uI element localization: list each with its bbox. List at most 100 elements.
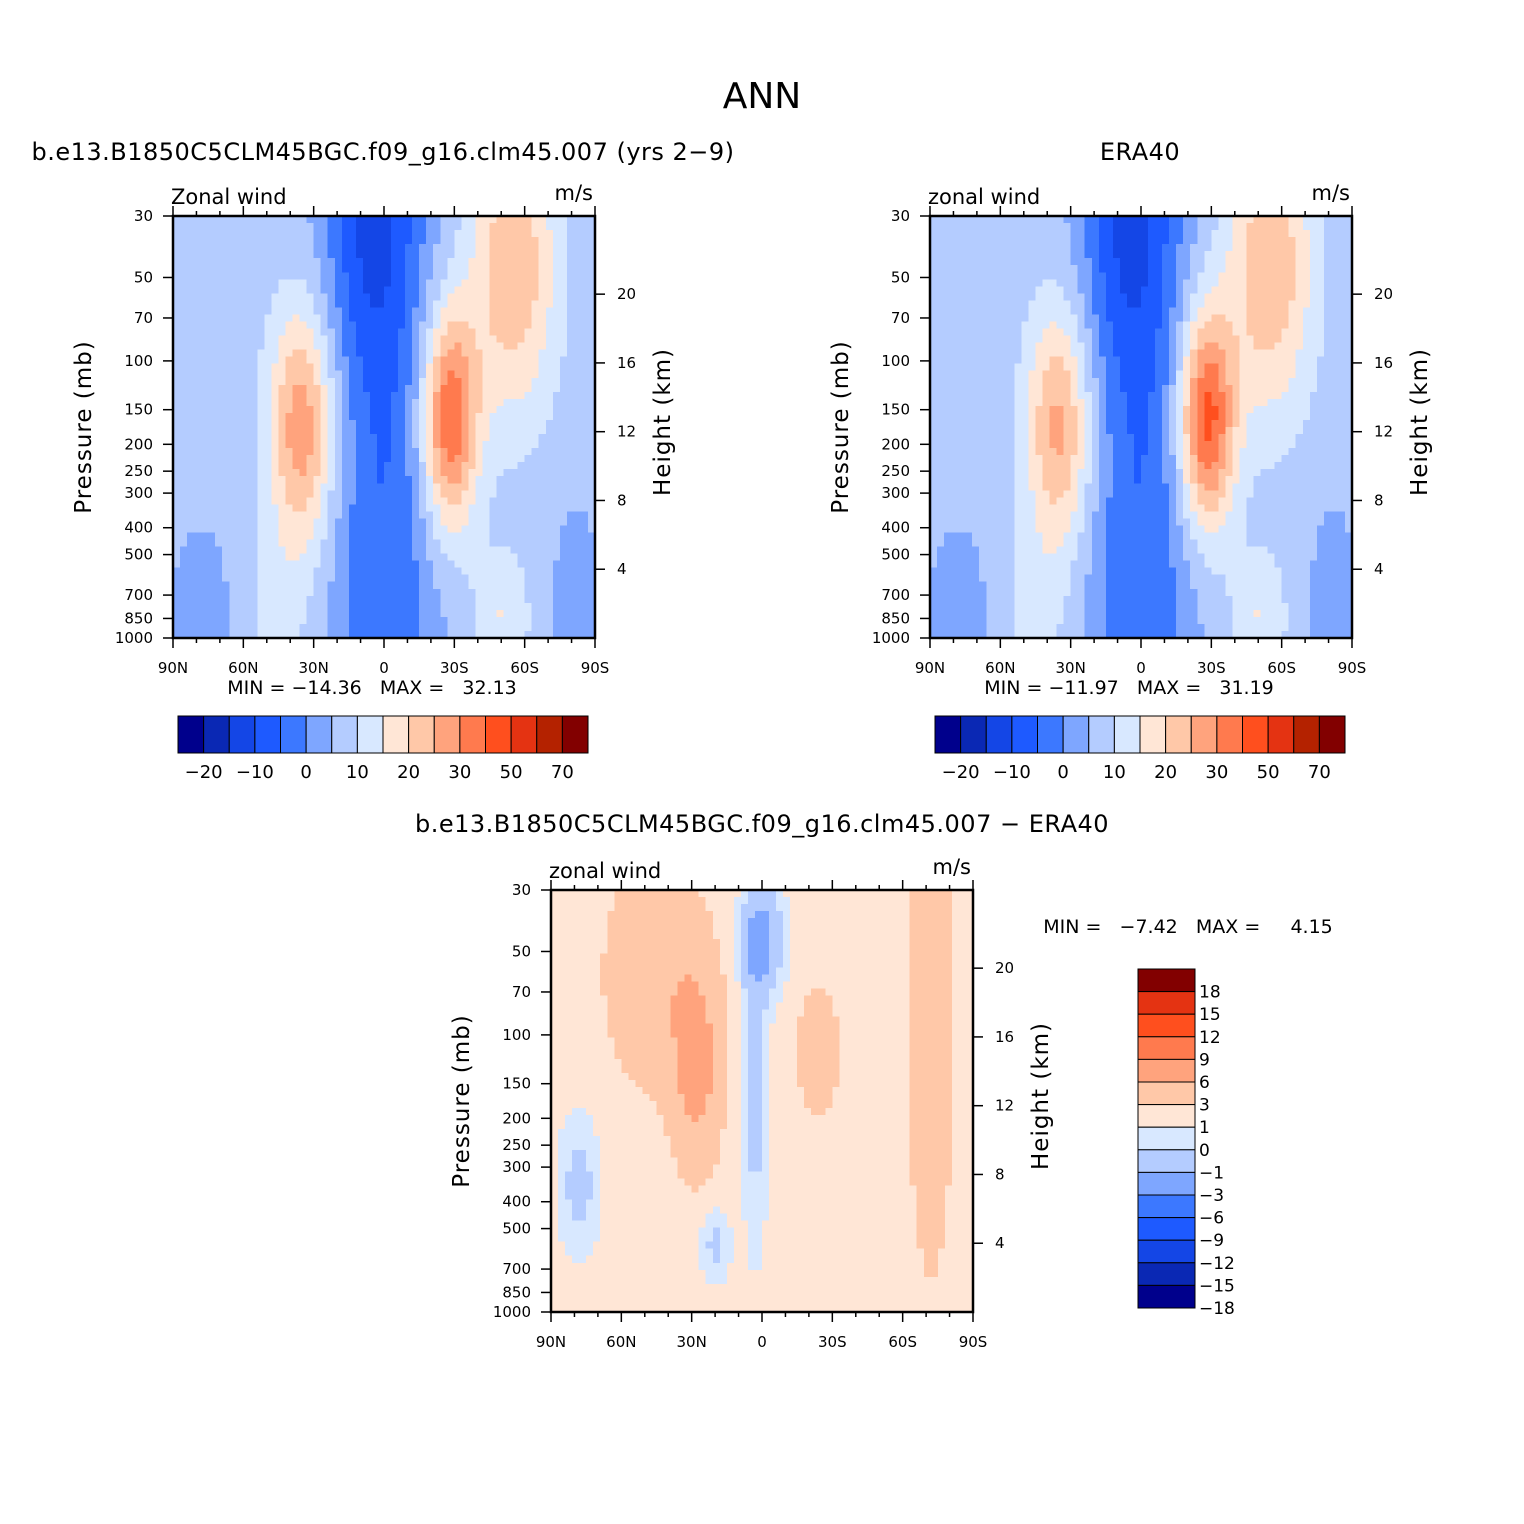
contour-cell [545, 307, 554, 316]
contour-cell [965, 476, 973, 484]
contour-cell [369, 448, 378, 456]
contour-cell [405, 321, 413, 330]
contour-cell [362, 363, 371, 372]
contour-cell [1035, 293, 1044, 301]
contour-cell [944, 525, 952, 534]
contour-cell [299, 237, 308, 245]
contour-cell [937, 511, 945, 520]
contour-cell [362, 490, 371, 498]
contour-cell [426, 286, 434, 294]
contour-cell [475, 441, 484, 449]
contour-cell [496, 490, 505, 498]
contour-cell [1000, 595, 1008, 604]
contour-cell [510, 251, 519, 259]
contour-cell [566, 504, 575, 512]
contour-cell [503, 349, 512, 358]
contour-cell [545, 251, 554, 259]
contour-cell [236, 532, 244, 541]
contour-cell [229, 546, 237, 555]
contour-cell [580, 265, 589, 273]
contour-cell [180, 546, 188, 555]
contour-cell [1070, 335, 1079, 344]
contour-cell [951, 237, 959, 245]
contour-cell [587, 230, 596, 238]
contour-cell [503, 405, 512, 414]
contour-cell [1007, 476, 1015, 484]
contour-cell [1070, 455, 1079, 463]
contour-cell [187, 630, 195, 639]
contour-cell [524, 286, 533, 294]
contour-cell [1070, 595, 1079, 604]
contour-cell [986, 342, 994, 351]
contour-cell [538, 279, 547, 287]
contour-cell [257, 335, 266, 344]
contour-cell [475, 539, 484, 548]
contour-cell [243, 230, 251, 238]
contour-cell [320, 616, 329, 625]
contour-cell [1042, 391, 1051, 400]
contour-cell [944, 370, 952, 379]
contour-cell [930, 419, 938, 428]
contour-cell [1077, 251, 1086, 259]
contour-cell [419, 518, 427, 527]
contour-cell [369, 462, 378, 470]
contour-cell [222, 630, 230, 639]
contour-cell [979, 441, 987, 449]
contour-cell [475, 307, 484, 316]
contour-cell [979, 567, 987, 576]
contour-cell [468, 258, 477, 266]
contour-cell [271, 553, 280, 562]
contour-cell [573, 546, 582, 555]
contour-cell [1035, 455, 1044, 463]
contour-cell [944, 448, 952, 456]
contour-cell [1077, 335, 1086, 344]
contour-cell [482, 328, 491, 337]
contour-cell [243, 223, 251, 231]
contour-cell [391, 384, 399, 393]
contour-cell [552, 469, 561, 477]
contour-cell [376, 398, 385, 407]
contour-cell [173, 370, 181, 379]
contour-cell [187, 455, 195, 463]
contour-cell [384, 560, 392, 569]
contour-cell [993, 398, 1001, 407]
contour-cell [482, 595, 491, 604]
contour-cell [524, 518, 533, 527]
contour-cell [236, 497, 244, 505]
contour-cell [313, 293, 322, 301]
contour-cell [510, 286, 519, 294]
contour-cell [559, 427, 568, 435]
contour-cell [194, 532, 202, 541]
contour-cell [1049, 434, 1058, 442]
contour-cell [320, 342, 329, 351]
contour-cell [208, 272, 216, 280]
contour-cell [285, 434, 294, 442]
contour-cell [979, 391, 987, 400]
contour-cell [355, 455, 364, 463]
contour-cell [313, 398, 322, 407]
contour-cell [1007, 574, 1015, 583]
contour-cell [412, 265, 420, 273]
contour-cell [1007, 490, 1015, 498]
contour-cell [461, 356, 469, 365]
contour-cell [503, 539, 512, 548]
contour-cell [250, 525, 258, 534]
contour-cell [194, 469, 202, 477]
contour-cell [362, 258, 371, 266]
contour-cell [986, 258, 994, 266]
contour-cell [264, 300, 273, 309]
contour-cell [937, 616, 945, 625]
contour-cell [573, 419, 582, 428]
contour-cell [958, 476, 966, 484]
contour-cell [489, 307, 498, 316]
contour-cell [173, 279, 181, 287]
contour-cell [1014, 370, 1023, 379]
contour-cell [264, 490, 273, 498]
contour-cell [979, 525, 987, 534]
contour-cell [958, 251, 966, 259]
contour-cell [580, 314, 589, 323]
contour-cell [187, 307, 195, 316]
contour-cell [461, 609, 469, 618]
contour-cell [412, 300, 420, 309]
contour-cell [285, 539, 294, 548]
